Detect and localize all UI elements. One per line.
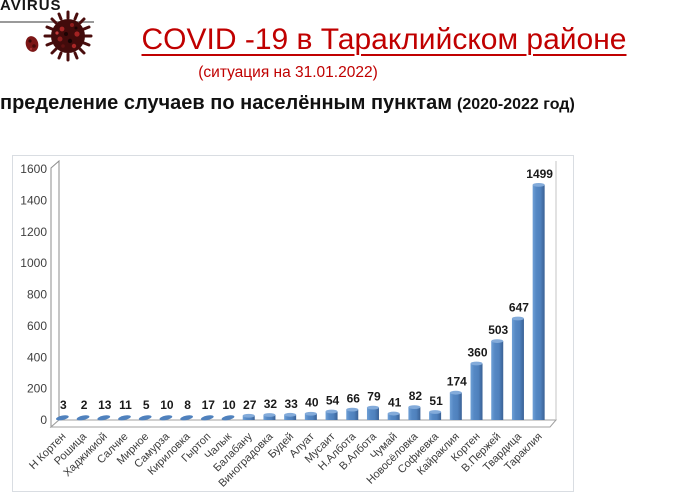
svg-text:400: 400	[27, 350, 47, 364]
svg-text:1000: 1000	[20, 256, 47, 270]
svg-text:40: 40	[305, 396, 319, 410]
svg-text:647: 647	[509, 301, 529, 315]
section-heading-main: пределение случаев по населённым пунктам	[0, 92, 452, 114]
svg-text:600: 600	[27, 319, 47, 333]
svg-text:0: 0	[40, 413, 47, 427]
chart-svg: 3 2 13 11 5 10 8 17 10 27 32 33 40 54 66 79 41 82 51 174 360…	[20, 159, 558, 490]
section-heading: пределение случаев по населённым пунктам…	[0, 92, 700, 115]
svg-text:11: 11	[119, 398, 132, 412]
bar-chart: 3 2 13 11 5 10 8 17 10 27 32 33 40 54 66 79 41 82 51 174 360…	[12, 155, 574, 492]
svg-text:66: 66	[347, 392, 361, 406]
svg-text:1400: 1400	[20, 193, 47, 207]
svg-text:1499: 1499	[526, 167, 553, 181]
svg-text:51: 51	[429, 394, 443, 408]
svg-text:82: 82	[409, 389, 423, 403]
page-subtitle: (ситуация на 31.01.2022)	[198, 64, 378, 81]
svg-text:13: 13	[98, 398, 112, 412]
svg-text:360: 360	[468, 346, 488, 360]
svg-text:174: 174	[447, 375, 467, 389]
svg-text:54: 54	[326, 394, 340, 408]
svg-text:503: 503	[488, 323, 508, 337]
chart-bars	[55, 182, 545, 421]
virus-particle-icon	[25, 36, 39, 52]
svg-text:200: 200	[27, 382, 47, 396]
svg-text:8: 8	[184, 398, 191, 412]
svg-text:3: 3	[60, 398, 67, 412]
chart-ytick-labels: 0 200 400 600 800 1000 1200 1400 1600	[20, 162, 47, 427]
virus-icon	[43, 10, 93, 62]
page-title: COVID -19 в Тараклийском районе	[141, 23, 627, 56]
svg-text:10: 10	[222, 398, 236, 412]
svg-text:27: 27	[243, 398, 257, 412]
svg-text:10: 10	[160, 398, 174, 412]
svg-text:33: 33	[284, 397, 298, 411]
svg-text:79: 79	[367, 390, 381, 404]
chart-value-labels: 3 2 13 11 5 10 8 17 10 27 32 33 40 54 66 79 41 82 51 174 360…	[60, 167, 553, 412]
svg-text:1200: 1200	[20, 225, 47, 239]
svg-text:5: 5	[143, 398, 150, 412]
svg-text:32: 32	[264, 397, 278, 411]
chart-category-labels: Н КортенРошицаХаджикиойСалчиеМирноеСамур…	[27, 430, 545, 490]
coronavirus-logo-text: AVIRUS	[0, 0, 62, 14]
svg-text:1600: 1600	[20, 162, 47, 176]
logo-divider	[0, 21, 94, 23]
section-heading-years: (2020-2022 год)	[456, 96, 575, 113]
svg-text:41: 41	[388, 396, 402, 410]
svg-text:2: 2	[81, 398, 88, 412]
svg-text:800: 800	[27, 288, 47, 302]
svg-text:17: 17	[202, 398, 216, 412]
